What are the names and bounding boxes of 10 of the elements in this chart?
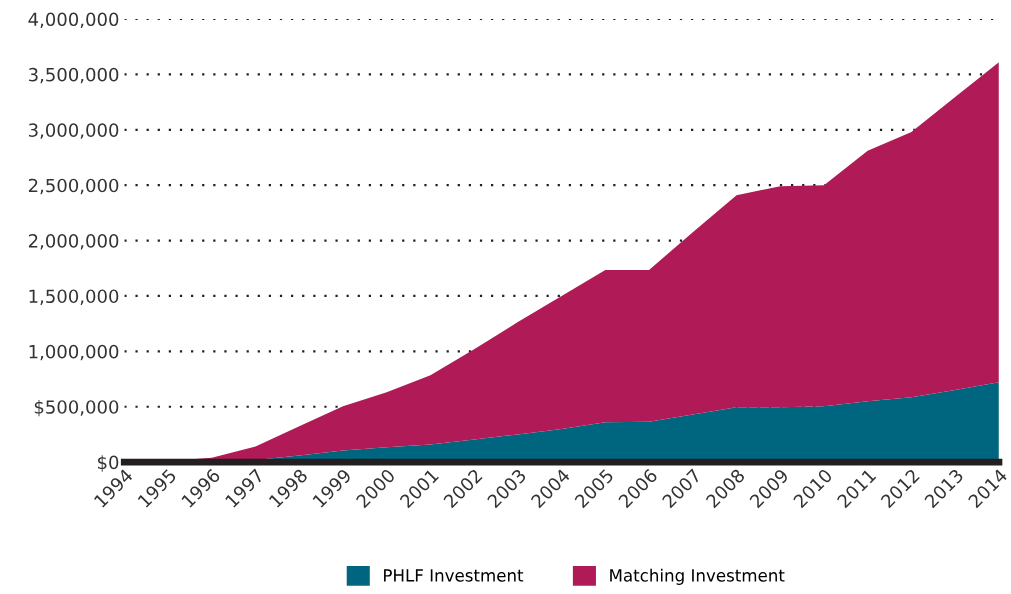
y-tick-label: 3,000,000 (28, 123, 119, 139)
y-tick-label: $500,000 (34, 399, 119, 417)
y-tick-label: 3,500,000 (28, 67, 119, 84)
y-tick-label: 4,000,000 (28, 12, 119, 28)
y-tick-label: 1,500,000 (29, 289, 119, 305)
y-tick-label: 2,500,000 (28, 178, 119, 195)
legend-label: PHLF Investment (384, 569, 524, 582)
y-tick-label: 1,000,000 (29, 344, 119, 361)
y-tick-label: 2,000,000 (28, 234, 119, 250)
legend-label: Matching Investment (610, 568, 785, 585)
